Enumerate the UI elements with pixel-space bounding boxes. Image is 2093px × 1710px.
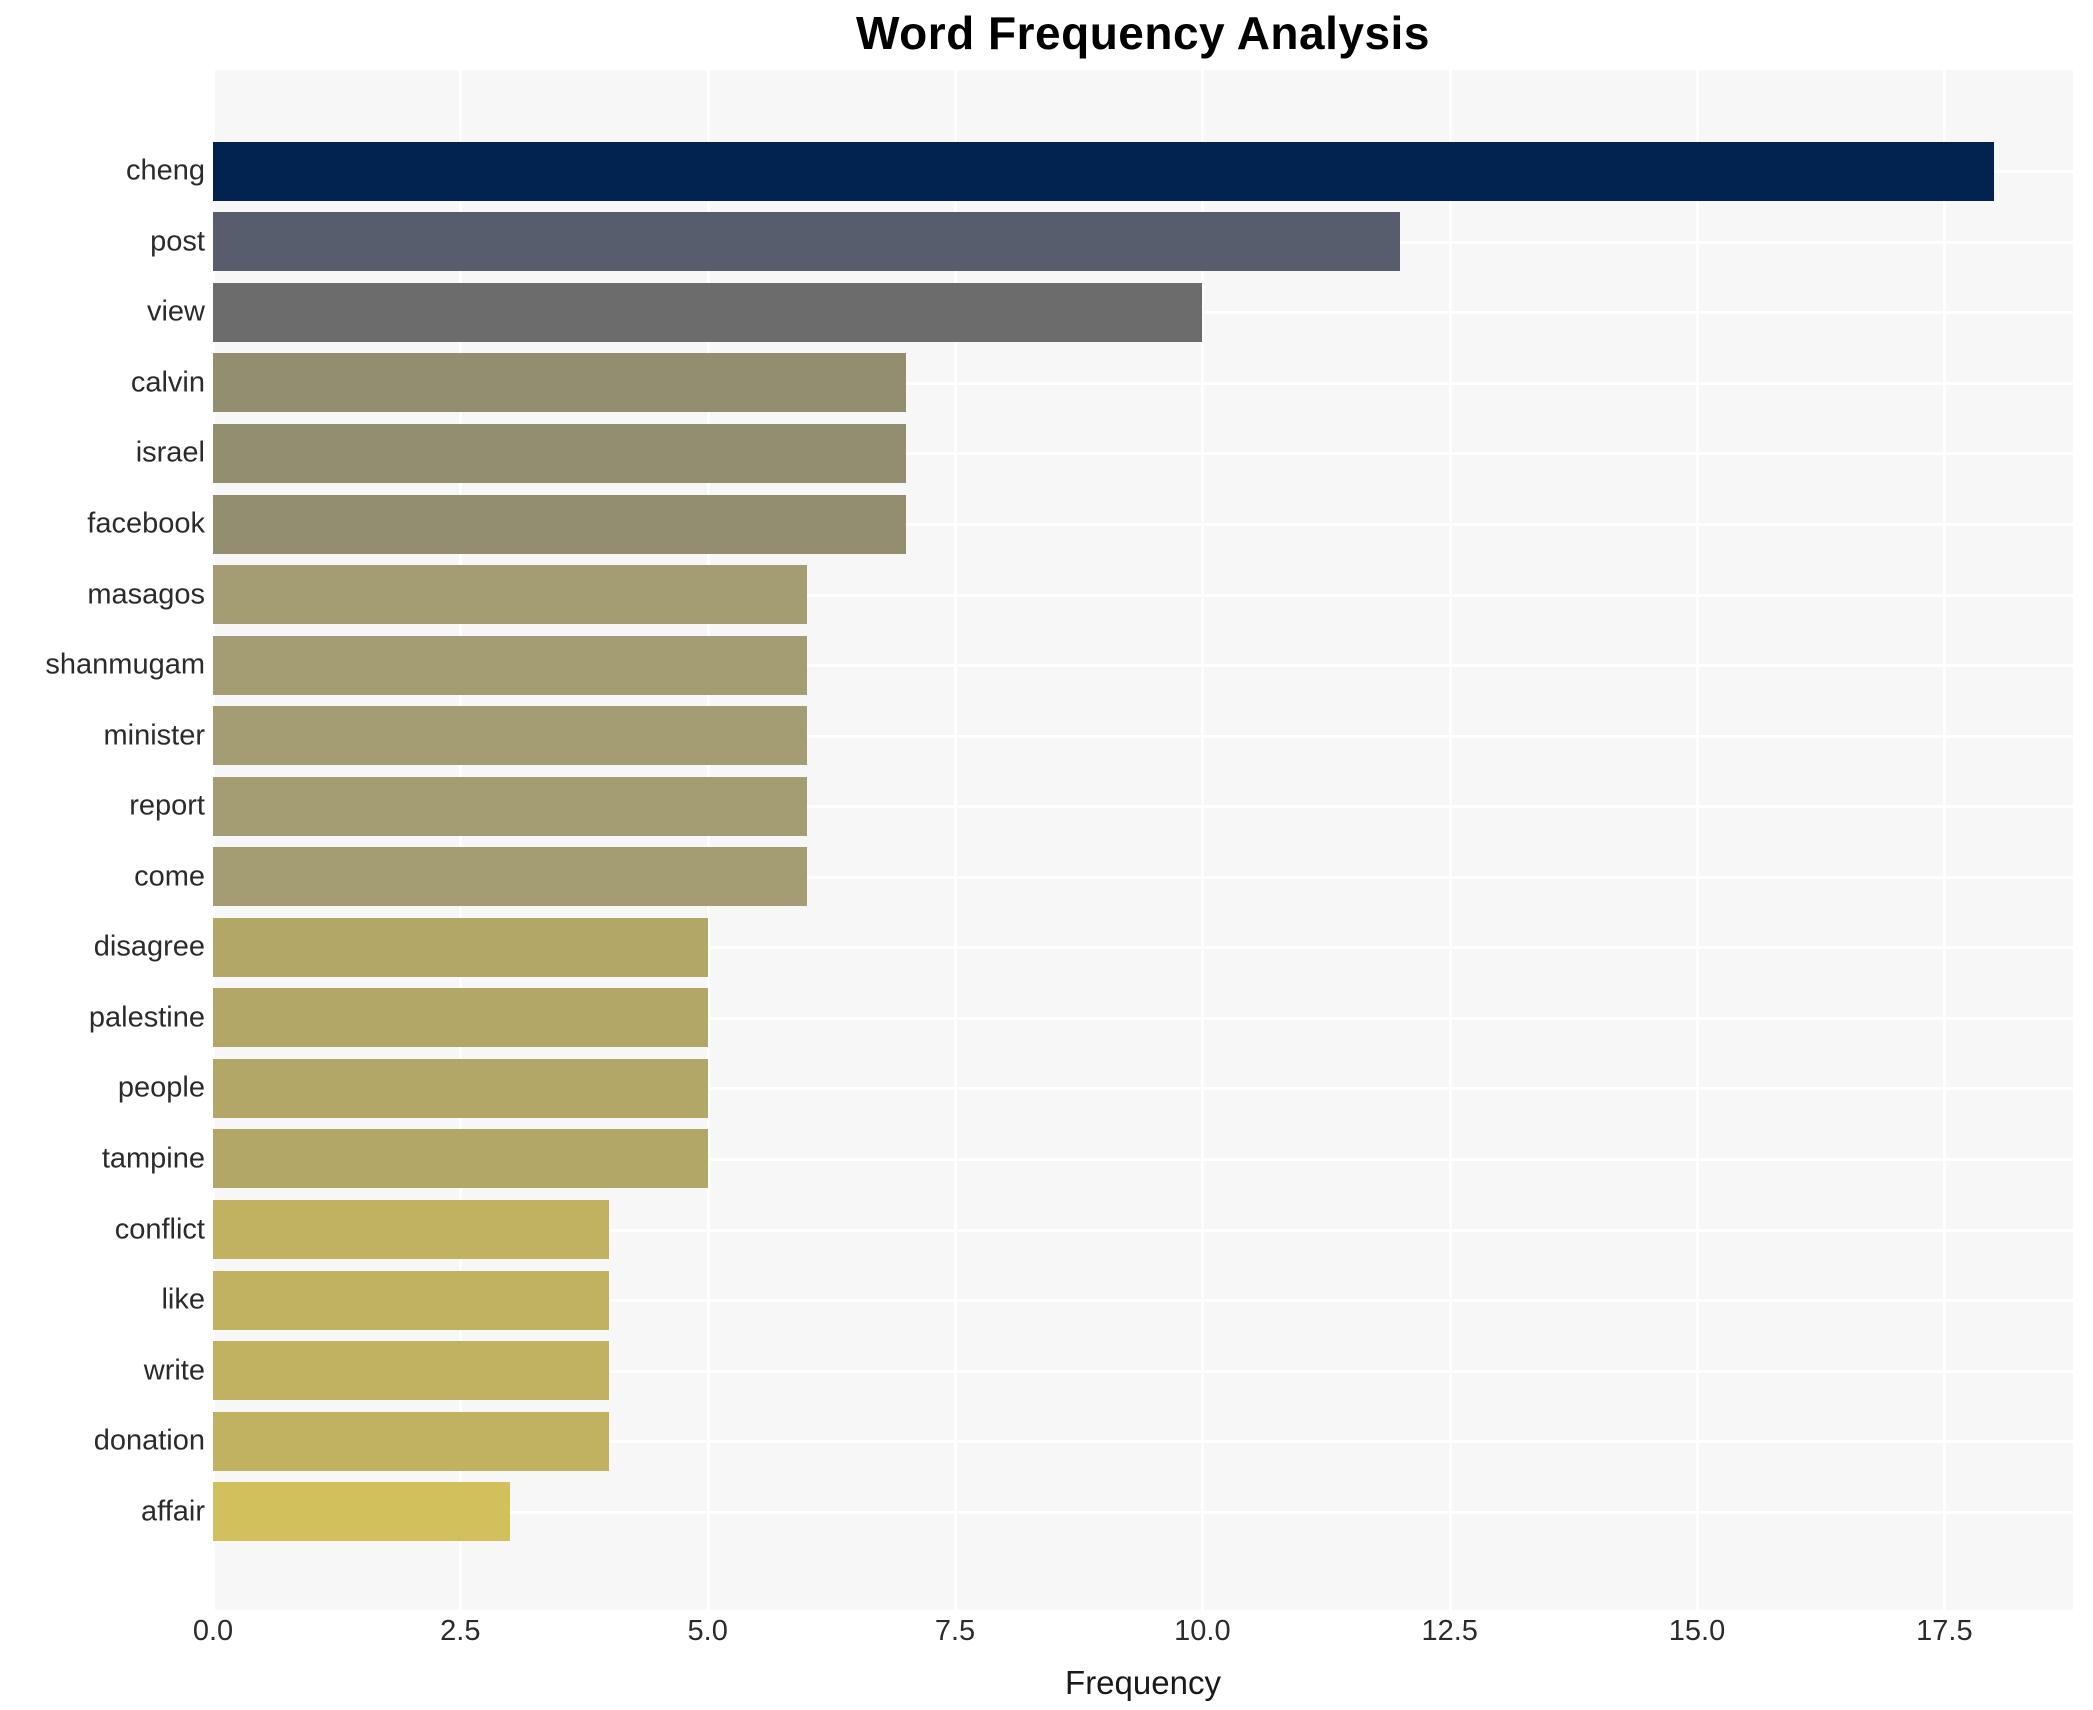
plot-area xyxy=(212,70,2073,1610)
bar-calvin xyxy=(213,353,906,413)
y-tick-label: tampine xyxy=(101,1142,205,1175)
y-tick-label: shanmugam xyxy=(45,648,205,681)
y-tick-label: facebook xyxy=(87,507,205,540)
bar-palestine xyxy=(213,988,708,1048)
horizontal-grid-line xyxy=(213,1157,2073,1161)
y-tick-label: people xyxy=(117,1071,205,1104)
x-tick-label: 10.0 xyxy=(1174,1615,1231,1647)
horizontal-grid-line xyxy=(213,1510,2073,1514)
y-tick-label: like xyxy=(161,1283,205,1316)
horizontal-grid-line xyxy=(213,593,2073,597)
y-tick-label: post xyxy=(150,225,205,258)
vertical-grid-line xyxy=(459,70,463,1610)
horizontal-grid-line xyxy=(213,1369,2073,1373)
horizontal-grid-line xyxy=(213,946,2073,950)
bar-people xyxy=(213,1058,708,1118)
x-tick-label: 15.0 xyxy=(1668,1615,1726,1647)
y-tick-label: minister xyxy=(103,719,205,752)
y-tick-label: masagos xyxy=(87,578,205,611)
y-tick-label: view xyxy=(146,295,205,328)
bar-conflict xyxy=(213,1200,609,1260)
vertical-grid-line xyxy=(1943,70,1947,1610)
bar-tampine xyxy=(213,1129,708,1189)
vertical-grid-line xyxy=(1448,70,1452,1610)
x-axis-label: Frequency xyxy=(1065,1664,1221,1701)
y-tick-label: palestine xyxy=(88,1001,205,1034)
bar-minister xyxy=(213,706,807,766)
vertical-grid-line xyxy=(706,70,710,1610)
vertical-grid-line xyxy=(212,70,215,1610)
horizontal-grid-line xyxy=(213,1087,2073,1091)
y-tick-label: write xyxy=(143,1354,205,1387)
bar-post xyxy=(213,212,1401,272)
x-tick-label: 17.5 xyxy=(1916,1615,1973,1647)
chart-title: Word Frequency Analysis xyxy=(856,7,1430,59)
x-tick-label: 12.5 xyxy=(1421,1615,1478,1647)
y-tick-label: disagree xyxy=(93,930,205,963)
bar-view xyxy=(213,282,1203,342)
horizontal-grid-line xyxy=(213,875,2073,879)
y-tick-label: calvin xyxy=(130,366,205,399)
y-tick-label: affair xyxy=(141,1495,205,1528)
bar-masagos xyxy=(213,565,807,625)
bar-shanmugam xyxy=(213,635,807,695)
bar-israel xyxy=(213,423,906,483)
y-tick-label: israel xyxy=(135,436,205,469)
bar-disagree xyxy=(213,917,708,977)
vertical-grid-line xyxy=(1696,70,1700,1610)
horizontal-grid-line xyxy=(213,664,2073,668)
y-axis-labels: cheng post view calvin israel facebook masagos… xyxy=(0,70,205,1610)
y-tick-label: cheng xyxy=(125,154,205,187)
bar-cheng xyxy=(213,141,1994,201)
horizontal-grid-line xyxy=(213,523,2073,527)
horizontal-grid-line xyxy=(213,1440,2073,1444)
y-tick-label: come xyxy=(134,860,205,893)
x-tick-label: 5.0 xyxy=(687,1615,728,1647)
y-tick-label: report xyxy=(129,789,205,822)
bar-write xyxy=(213,1341,609,1401)
x-axis-ticks: 0.0 2.5 5.0 7.5 10.0 12.5 15.0 17.5 xyxy=(193,1615,2073,1655)
bar-like xyxy=(213,1270,609,1330)
horizontal-grid-line xyxy=(213,734,2073,738)
x-tick-label: 0.0 xyxy=(192,1615,234,1647)
vertical-grid-line xyxy=(1201,70,1205,1610)
horizontal-grid-line xyxy=(213,1299,2073,1303)
y-tick-label: conflict xyxy=(114,1213,205,1246)
bar-donation xyxy=(213,1411,609,1471)
horizontal-grid-line xyxy=(213,1228,2073,1232)
bar-report xyxy=(213,776,807,836)
x-tick-label: 2.5 xyxy=(440,1615,481,1647)
y-tick-label: donation xyxy=(93,1424,205,1457)
horizontal-grid-line xyxy=(213,805,2073,809)
bar-come xyxy=(213,847,807,907)
bar-facebook xyxy=(213,494,906,554)
horizontal-grid-line xyxy=(213,1016,2073,1020)
horizontal-grid-line xyxy=(213,381,2073,385)
vertical-grid-line xyxy=(954,70,958,1610)
bar-affair xyxy=(213,1482,510,1542)
horizontal-grid-line xyxy=(213,452,2073,456)
x-tick-label: 7.5 xyxy=(934,1615,976,1647)
